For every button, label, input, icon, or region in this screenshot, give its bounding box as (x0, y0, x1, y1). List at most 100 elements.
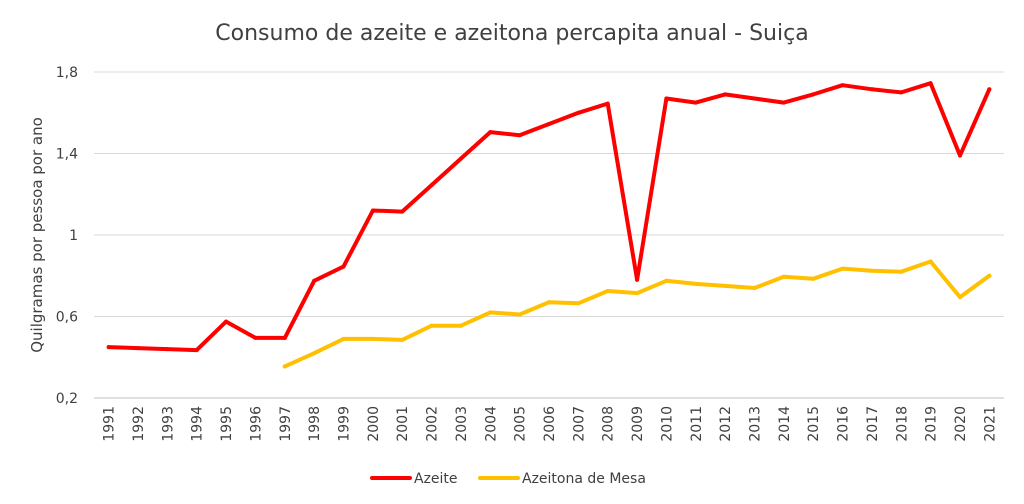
data-point (106, 345, 111, 350)
x-tick-label: 2000 (366, 406, 382, 442)
x-tick-label: 2014 (777, 406, 793, 442)
data-point (781, 274, 786, 279)
x-tick-label: 2019 (924, 406, 940, 442)
data-point (752, 96, 757, 101)
x-tick-label: 2006 (542, 406, 558, 442)
data-point (312, 278, 317, 283)
y-axis-ticks: 0,2 0,6 1 1,4 1,8 (56, 65, 78, 407)
x-tick-label: 2012 (718, 406, 734, 442)
legend-item: Azeite (370, 471, 458, 487)
data-point (341, 264, 346, 269)
legend: Azeite Azeitona de Mesa (370, 471, 646, 487)
data-point (282, 335, 287, 340)
data-point (899, 269, 904, 274)
data-point (458, 156, 463, 161)
data-point (576, 301, 581, 306)
x-tick-label: 2005 (513, 406, 529, 442)
data-point (517, 133, 522, 138)
data-point (253, 335, 258, 340)
data-point (869, 87, 874, 92)
x-tick-label: 1995 (219, 406, 235, 442)
x-axis-ticks: 1991 1992 1993 1994 1995 1996 1997 1998 1999 2000… (102, 406, 999, 442)
x-tick-label: 2001 (395, 406, 411, 442)
x-tick-label: 2018 (894, 406, 910, 442)
x-tick-label: 1994 (190, 406, 206, 442)
data-point (869, 268, 874, 273)
x-tick-label: 2017 (865, 406, 881, 442)
data-point (840, 266, 845, 271)
data-point (312, 351, 317, 356)
data-point (194, 348, 199, 353)
y-tick-label: 1,8 (56, 65, 78, 81)
data-point (987, 273, 992, 278)
data-point (370, 208, 375, 213)
x-tick-label: 1997 (278, 406, 294, 442)
x-tick-label: 1996 (248, 406, 264, 442)
x-tick-label: 2003 (454, 406, 470, 442)
x-tick-label: 2015 (806, 406, 822, 442)
data-point (165, 347, 170, 352)
data-point (458, 323, 463, 328)
data-point (136, 346, 140, 351)
y-tick-label: 0,6 (56, 310, 78, 326)
x-tick-label: 1991 (102, 406, 118, 442)
data-point (723, 92, 728, 97)
data-point (547, 122, 551, 126)
data-point (429, 323, 434, 328)
data-point (547, 300, 551, 305)
data-point (811, 276, 816, 281)
data-point (664, 278, 669, 283)
data-point (987, 87, 992, 92)
data-point (517, 312, 522, 317)
data-point (370, 336, 375, 341)
data-point (781, 100, 786, 105)
x-tick-label: 2020 (953, 406, 969, 442)
data-point (488, 130, 493, 135)
x-tick-label: 2021 (982, 406, 998, 442)
series-2 (282, 259, 992, 369)
data-point (605, 289, 610, 293)
legend-item: Azeitona de Mesa (478, 471, 646, 487)
data-point (488, 310, 493, 315)
data-point (928, 81, 933, 86)
x-tick-label: 2002 (425, 406, 441, 442)
data-point (840, 83, 845, 88)
series-1 (106, 81, 992, 353)
data-point (341, 336, 346, 341)
data-point (605, 101, 610, 106)
legend-label: Azeite (414, 471, 458, 487)
data-point (282, 364, 287, 369)
data-point (693, 281, 698, 286)
data-point (928, 259, 933, 264)
x-tick-label: 2010 (659, 406, 675, 442)
y-tick-label: 1,4 (56, 147, 78, 163)
x-tick-label: 1999 (337, 406, 353, 442)
x-tick-label: 1993 (160, 406, 176, 442)
legend-label: Azeitona de Mesa (522, 471, 646, 487)
x-tick-label: 1998 (307, 406, 323, 442)
data-point (664, 96, 669, 101)
data-point (752, 286, 757, 290)
data-point (958, 153, 962, 158)
chart-title: Consumo de azeite e azeitona percapita a… (215, 21, 808, 46)
data-point (429, 183, 434, 188)
y-axis-label: Quilgramas por pessoa por ano (28, 117, 46, 353)
data-point (224, 319, 229, 324)
x-tick-label: 2008 (601, 406, 617, 442)
x-tick-label: 1992 (131, 406, 147, 442)
data-point (635, 291, 640, 296)
y-tick-label: 1 (69, 228, 78, 244)
data-point (958, 295, 962, 300)
y-tick-label: 0,2 (56, 391, 78, 407)
series (106, 81, 992, 369)
x-tick-label: 2016 (836, 406, 852, 442)
x-tick-label: 2007 (571, 406, 587, 442)
data-point (723, 283, 728, 288)
x-tick-label: 2013 (747, 406, 763, 442)
data-point (635, 277, 640, 282)
x-tick-label: 2004 (483, 406, 499, 442)
x-tick-label: 2011 (689, 406, 705, 442)
x-tick-label: 2009 (630, 406, 646, 442)
